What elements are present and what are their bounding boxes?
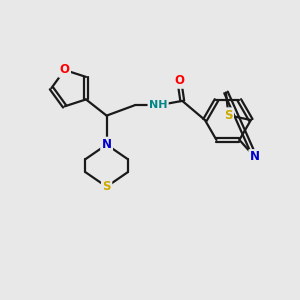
Text: N: N [102,138,112,151]
Text: S: S [102,180,111,193]
Text: S: S [224,109,233,122]
Text: O: O [60,64,70,76]
Text: NH: NH [149,100,167,110]
Text: N: N [250,151,260,164]
Text: O: O [174,74,184,87]
